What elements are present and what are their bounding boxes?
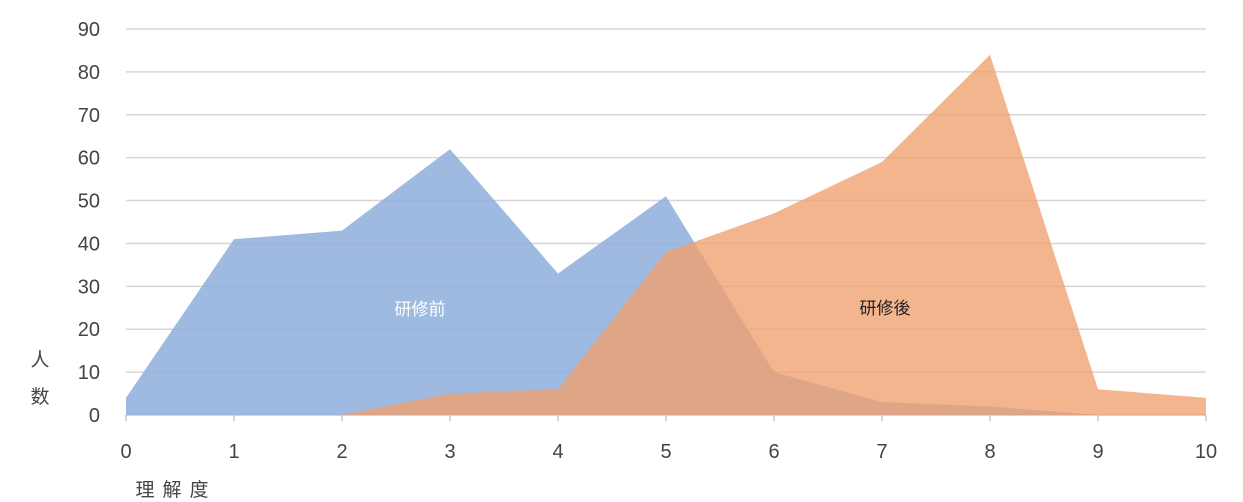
series-label-before: 研修前: [395, 300, 446, 320]
x-tick-6: 6: [768, 441, 779, 463]
x-axis-label-char-2: 度: [189, 479, 208, 501]
series-labels: 研修前 研修後: [395, 299, 911, 320]
x-axis-label: 理解度: [135, 479, 208, 501]
x-tick-1: 1: [228, 441, 239, 463]
y-tick-20: 20: [78, 319, 100, 341]
y-tick-70: 70: [78, 105, 100, 127]
y-tick-60: 60: [78, 148, 100, 170]
series-label-after: 研修後: [860, 299, 911, 319]
x-tick-5: 5: [660, 441, 671, 463]
x-axis-label-char-0: 理: [135, 479, 154, 501]
y-tick-30: 30: [78, 276, 100, 298]
x-tick-8: 8: [984, 441, 995, 463]
y-axis-label-char-0: 人: [30, 349, 49, 371]
y-axis-label-char-1: 数: [30, 386, 49, 408]
y-tick-90: 90: [78, 19, 100, 41]
y-tick-80: 80: [78, 62, 100, 84]
x-tick-4: 4: [552, 441, 563, 463]
y-axis-label: 人数: [30, 349, 49, 408]
y-tick-40: 40: [78, 233, 100, 255]
series-area-after: [126, 54, 1206, 415]
x-axis-label-char-1: 解: [162, 479, 181, 501]
x-tick-3: 3: [444, 441, 455, 463]
y-tick-0: 0: [89, 405, 100, 427]
y-tick-50: 50: [78, 191, 100, 213]
x-tick-9: 9: [1092, 441, 1103, 463]
series-areas: [126, 54, 1206, 416]
x-tick-7: 7: [876, 441, 887, 463]
x-tick-0: 0: [120, 441, 131, 463]
x-tick-2: 2: [336, 441, 347, 463]
x-tick-labels: 0 1 2 3 4 5 6 7 8 9 10: [120, 441, 1217, 463]
y-tick-10: 10: [78, 362, 100, 384]
y-tick-labels: 0 10 20 30 40 50 60 70 80 90: [78, 19, 100, 427]
x-tick-10: 10: [1195, 441, 1217, 463]
